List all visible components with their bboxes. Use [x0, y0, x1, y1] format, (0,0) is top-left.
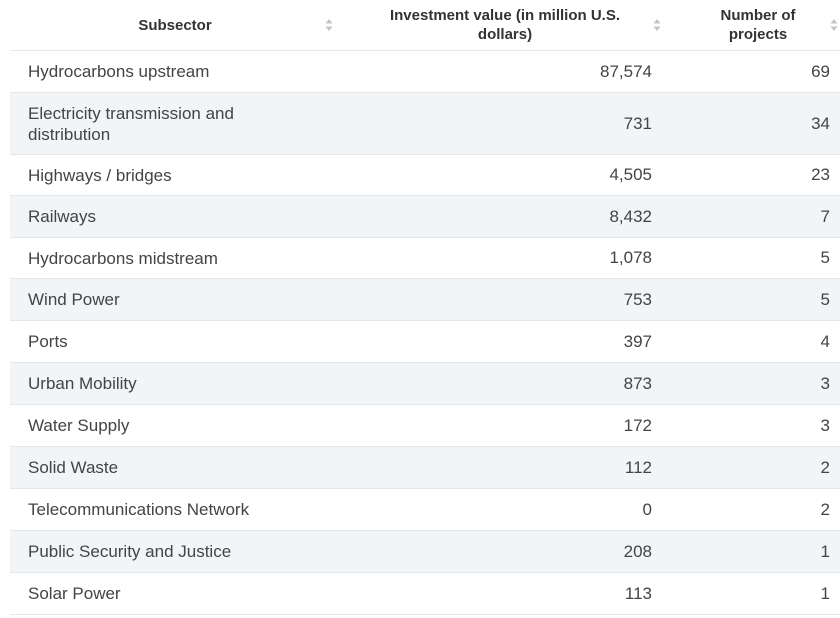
column-header-subsector[interactable]: Subsector [80, 0, 270, 50]
cell-projects: 2 [820, 499, 830, 519]
cell-investment: 208 [623, 541, 652, 561]
cell-subsector: Public Security and Justice [28, 542, 232, 561]
cell-subsector: Ports [28, 332, 68, 351]
cell-projects: 2 [820, 457, 830, 477]
cell-investment: 112 [624, 457, 652, 477]
cell-projects: 5 [820, 248, 830, 267]
cell-investment: 0 [642, 499, 652, 519]
cell-projects: 23 [811, 165, 830, 184]
cell-investment: 87,574 [600, 61, 652, 81]
table-row: Railways 8,432 7 [10, 196, 840, 238]
cell-projects: 4 [820, 331, 830, 351]
cell-projects: 1 [820, 583, 830, 603]
sort-arrows-icon[interactable] [653, 17, 661, 33]
cell-investment: 731 [623, 113, 652, 133]
cell-investment: 1,078 [609, 248, 652, 267]
table-body: Hydrocarbons upstream 87,574 69 Electric… [10, 51, 840, 615]
data-table: Subsector Investment value (in million U… [10, 0, 840, 615]
table-row: Ports 397 4 [10, 321, 840, 363]
sort-arrows-icon[interactable] [830, 17, 838, 33]
column-header-label: Subsector [138, 16, 212, 34]
table-row: Hydrocarbons upstream 87,574 69 [10, 51, 840, 93]
cell-investment: 873 [623, 373, 652, 393]
cell-projects: 34 [811, 113, 830, 133]
cell-investment: 172 [623, 415, 652, 435]
cell-projects: 5 [820, 289, 830, 309]
cell-investment: 397 [623, 331, 652, 351]
column-header-label: Investment value (in million U.S. dollar… [389, 7, 621, 43]
cell-projects: 69 [811, 61, 830, 81]
cell-subsector: Highways / bridges [28, 165, 172, 185]
table-row: Hydrocarbons midstream 1,078 5 [10, 238, 840, 279]
table-row: Public Security and Justice 208 1 [10, 531, 840, 573]
cell-investment: 8,432 [609, 206, 652, 226]
column-header-projects[interactable]: Number of projects [698, 0, 818, 50]
table-row: Solar Power 113 1 [10, 573, 840, 615]
cell-projects: 3 [820, 373, 830, 393]
sort-arrows-icon[interactable] [325, 17, 333, 33]
cell-subsector: Solar Power [28, 584, 121, 603]
cell-subsector: Urban Mobility [28, 374, 137, 393]
table-row: Wind Power 753 5 [10, 279, 840, 321]
table-row: Telecommunications Network 0 2 [10, 489, 840, 531]
table-header: Subsector Investment value (in million U… [10, 0, 840, 51]
cell-subsector: Solid Waste [28, 458, 119, 477]
cell-subsector: Wind Power [28, 290, 120, 309]
table-row: Electricity transmission and distributio… [10, 93, 840, 155]
cell-subsector: Hydrocarbons upstream [28, 62, 210, 81]
cell-subsector: Railways [28, 207, 97, 226]
cell-investment: 113 [624, 583, 652, 603]
table-row: Water Supply 172 3 [10, 405, 840, 447]
cell-investment: 4,505 [609, 165, 652, 184]
cell-investment: 753 [623, 289, 652, 309]
cell-subsector: Telecommunications Network [28, 500, 250, 519]
cell-projects: 1 [820, 541, 830, 561]
table-row: Urban Mobility 873 3 [10, 363, 840, 405]
table-row: Highways / bridges 4,505 23 [10, 155, 840, 196]
column-header-investment[interactable]: Investment value (in million U.S. dollar… [370, 0, 640, 50]
table-row: Solid Waste 112 2 [10, 447, 840, 489]
cell-subsector: Hydrocarbons midstream [28, 248, 218, 268]
column-header-label: Number of projects [720, 7, 796, 43]
cell-subsector: Electricity transmission and distributio… [28, 103, 234, 144]
cell-projects: 3 [820, 415, 830, 435]
cell-subsector: Water Supply [28, 416, 130, 435]
cell-projects: 7 [820, 206, 830, 226]
